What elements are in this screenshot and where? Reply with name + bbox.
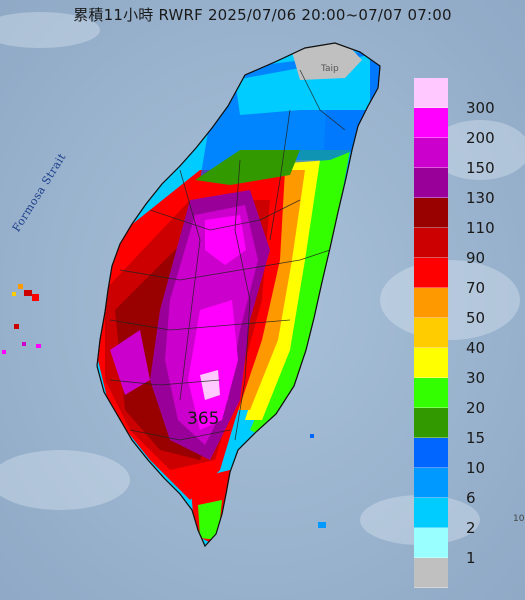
county-boundaries — [109, 69, 346, 441]
band-150-west — [110, 330, 150, 395]
legend-label: 40 — [466, 339, 486, 357]
legend-label: 50 — [466, 309, 486, 327]
legend-swatch — [414, 498, 448, 528]
legend-label: 300 — [466, 99, 495, 117]
band-20 — [250, 150, 350, 440]
legend-swatch — [414, 108, 448, 138]
legend-label: 200 — [466, 129, 495, 147]
legend-swatch — [414, 168, 448, 198]
legend-label: 130 — [466, 189, 495, 207]
legend-label: 15 — [466, 429, 486, 447]
band-200 — [188, 300, 238, 430]
band-300 — [200, 370, 220, 400]
legend-swatch — [414, 258, 448, 288]
legend-label: 30 — [466, 369, 486, 387]
legend-swatch — [414, 438, 448, 468]
legend-swatch — [414, 318, 448, 348]
city-label: Taip — [321, 64, 339, 74]
legend-swatch — [414, 288, 448, 318]
band-200-north — [205, 215, 246, 265]
peak-value-label: 365 — [187, 409, 220, 429]
band-1-tip — [290, 43, 362, 80]
legend-label: 70 — [466, 279, 486, 297]
legend-swatch — [414, 138, 448, 168]
legend-swatch — [414, 348, 448, 378]
legend-label: 150 — [466, 159, 495, 177]
band-20-south — [198, 500, 222, 540]
edge-label: 10 — [513, 514, 525, 524]
legend-swatch — [414, 528, 448, 558]
legend-swatch — [414, 378, 448, 408]
legend-label: 6 — [466, 489, 476, 507]
legend-label: 110 — [466, 219, 495, 237]
legend-colorbar — [414, 78, 448, 588]
legend-swatch — [414, 228, 448, 258]
legend-label: 2 — [466, 519, 476, 537]
legend-swatch — [414, 78, 448, 108]
legend-label: 1 — [466, 549, 476, 567]
legend-swatch — [414, 198, 448, 228]
legend-label: 10 — [466, 459, 486, 477]
legend-swatch — [414, 408, 448, 438]
legend-label: 20 — [466, 399, 486, 417]
map-title: 累積11小時 RWRF 2025/07/06 20:00~07/07 07:00 — [73, 6, 452, 24]
offshore-rain — [2, 284, 326, 528]
legend-swatch — [414, 558, 448, 588]
legend-swatch — [414, 468, 448, 498]
legend-label: 90 — [466, 249, 486, 267]
band-15-north — [195, 150, 300, 185]
